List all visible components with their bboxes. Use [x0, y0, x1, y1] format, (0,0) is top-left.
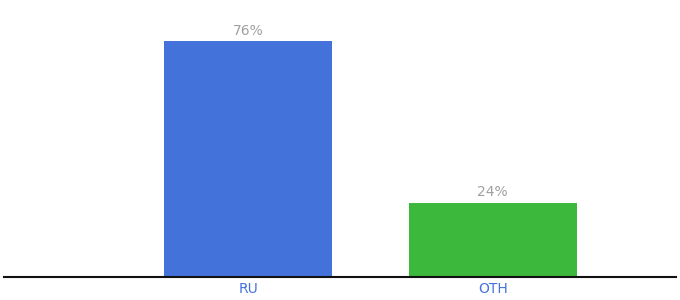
- Text: 76%: 76%: [233, 24, 264, 38]
- Bar: [409, 202, 577, 277]
- Bar: [165, 41, 333, 277]
- Text: 24%: 24%: [477, 185, 508, 200]
